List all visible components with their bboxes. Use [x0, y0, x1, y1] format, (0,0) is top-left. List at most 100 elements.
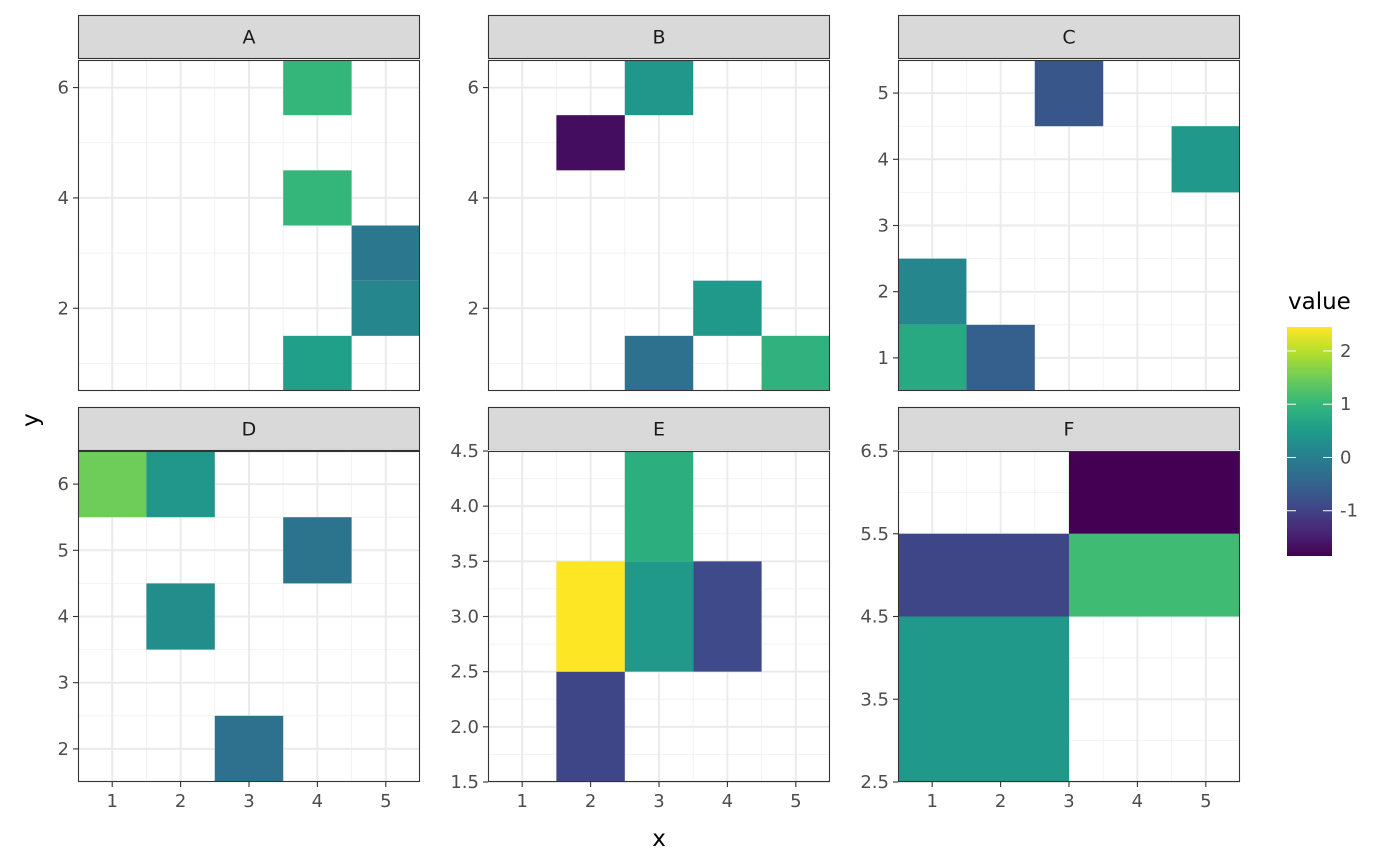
facet-strip	[487, 406, 831, 452]
facet-strip-label: C	[1062, 27, 1075, 49]
heatmap-tile	[283, 170, 352, 226]
heatmap-tile	[1069, 451, 1240, 534]
panel-border	[77, 450, 421, 783]
y-tick-label: 6	[468, 78, 479, 99]
heatmap-tile	[556, 671, 625, 782]
y-tick-label: 5.5	[860, 524, 889, 545]
x-tick-label: 2	[585, 791, 596, 812]
heatmap-tile	[283, 335, 352, 391]
panel-border	[487, 59, 831, 392]
legend-break-label: 1	[1340, 394, 1351, 415]
y-axis-title: y	[18, 413, 44, 427]
heatmap-tile	[146, 583, 215, 650]
panel-border	[897, 450, 1241, 783]
heatmap-tile	[761, 335, 830, 391]
heatmap-tile	[78, 451, 147, 518]
y-tick-label: 4	[58, 607, 69, 628]
heatmap-tile	[351, 280, 420, 336]
heatmap-tile	[1069, 533, 1240, 617]
heatmap-tile	[351, 225, 420, 281]
heatmap-tile	[898, 324, 967, 391]
facet-strip-label: A	[243, 27, 256, 49]
y-tick-label: 2.0	[450, 717, 479, 738]
y-tick-label: 1	[878, 348, 889, 369]
facet-panel-C: C 1 2 3 4 5	[878, 14, 1241, 392]
x-tick-label: 2	[995, 791, 1006, 812]
y-tick-label: 2	[58, 739, 69, 760]
heatmap-tile	[146, 451, 215, 518]
heatmap-tile	[898, 258, 967, 325]
heatmap-tile	[1171, 126, 1240, 193]
legend: value 2 1 0 -1	[1287, 289, 1358, 556]
y-tick-label: 3.0	[450, 607, 479, 628]
heatmap-tile	[283, 517, 352, 584]
y-tick-label: 2	[58, 298, 69, 319]
y-tick-label: 5	[878, 83, 889, 104]
y-tick-label: 4	[878, 149, 889, 170]
x-tick-label: 3	[653, 791, 664, 812]
facet-strip	[487, 14, 831, 60]
heatmap-tile	[693, 280, 762, 336]
heatmap-tile	[556, 115, 625, 171]
heatmap-tile	[624, 451, 694, 562]
panel-border	[897, 59, 1241, 392]
facet-strip-label: D	[242, 419, 257, 441]
facet-panel-D: D 2 3 4 5 6 1 2 3 4 5	[58, 406, 421, 812]
heatmap-tile	[898, 616, 1069, 782]
facet-strip	[77, 406, 421, 452]
heatmap-tile	[624, 60, 694, 116]
heatmap-tile	[624, 561, 694, 672]
facet-panel-B: B 2 4 6	[468, 14, 831, 392]
y-tick-label: 4.5	[450, 441, 479, 462]
y-tick-label: 2	[878, 282, 889, 303]
y-tick-label: 6	[58, 474, 69, 495]
facet-panel-A: A 2 4 6	[58, 14, 421, 392]
heatmap-tile	[624, 335, 694, 391]
heatmap-tile	[693, 561, 762, 672]
facet-panel-F: F 2.5 3.5 4.5 5.5 6.5 1 2 3 4 5	[860, 406, 1241, 812]
legend-break-label: 2	[1340, 341, 1351, 362]
x-tick-label: 4	[312, 791, 323, 812]
x-axis-title: x	[652, 826, 666, 852]
x-tick-label: 4	[722, 791, 733, 812]
x-tick-label: 5	[1200, 791, 1211, 812]
x-tick-label: 1	[516, 791, 527, 812]
x-tick-label: 4	[1132, 791, 1143, 812]
y-tick-label: 6.5	[860, 441, 889, 462]
x-tick-label: 1	[106, 791, 117, 812]
legend-break-label: 0	[1340, 447, 1351, 468]
facet-strip-label: B	[652, 27, 665, 49]
legend-title: value	[1288, 289, 1351, 315]
y-tick-label: 1.5	[450, 772, 479, 793]
y-tick-label: 4	[58, 188, 69, 209]
facet-panel-E: E 1.5 2.0 2.5 3.0 3.5 4.0 4.5 1 2 3 4 5	[450, 406, 831, 812]
facet-strip	[897, 14, 1241, 60]
facet-strip-label: E	[653, 419, 665, 441]
x-tick-label: 5	[380, 791, 391, 812]
y-tick-label: 2.5	[450, 662, 479, 683]
y-tick-label: 4.0	[450, 496, 479, 517]
legend-colorbar	[1287, 327, 1332, 556]
y-tick-label: 4.5	[860, 607, 889, 628]
facet-strip-label: F	[1064, 419, 1075, 441]
heatmap-tile	[214, 715, 284, 782]
y-tick-label: 6	[58, 78, 69, 99]
x-tick-label: 2	[175, 791, 186, 812]
panel-border	[487, 450, 831, 783]
heatmap-tile	[283, 60, 352, 116]
y-tick-label: 4	[468, 188, 479, 209]
y-tick-label: 3.5	[860, 689, 889, 710]
panel-border	[77, 59, 421, 392]
y-tick-label: 3.5	[450, 551, 479, 572]
heatmap-tile	[966, 324, 1035, 391]
x-tick-label: 3	[243, 791, 254, 812]
heatmap-tile	[556, 561, 625, 672]
facet-strip	[77, 14, 421, 60]
y-tick-label: 2	[468, 298, 479, 319]
x-tick-label: 1	[926, 791, 937, 812]
x-tick-label: 5	[790, 791, 801, 812]
y-tick-label: 5	[58, 540, 69, 561]
x-tick-label: 3	[1063, 791, 1074, 812]
y-tick-label: 3	[878, 216, 889, 237]
